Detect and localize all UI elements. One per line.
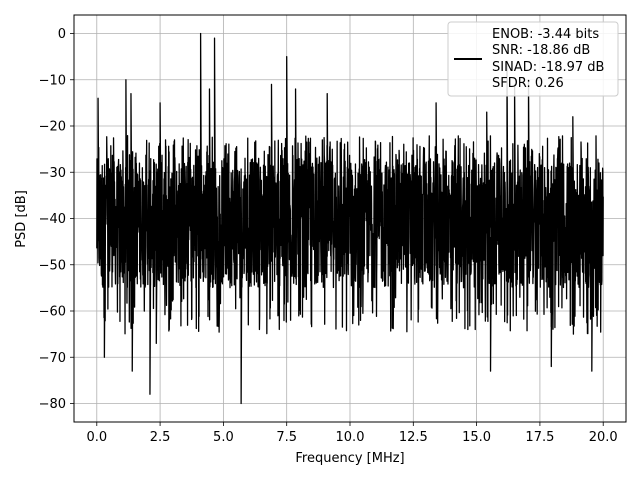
y-ticks: 0 −10 −20 −30 −40 −50 −60 −70 −80 <box>39 27 74 412</box>
y-tick-label: −50 <box>39 258 66 273</box>
x-tick-label: 5.0 <box>213 430 234 445</box>
y-tick-label: −30 <box>39 166 66 181</box>
legend-line-sfdr: SFDR: 0.26 <box>492 76 564 91</box>
legend-line-sinad: SINAD: -18.97 dB <box>492 60 604 75</box>
legend-box <box>447 21 619 97</box>
legend-line-enob: ENOB: -3.44 bits <box>492 27 599 42</box>
y-tick-label: 0 <box>58 27 66 42</box>
x-tick-label: 12.5 <box>399 430 428 445</box>
y-tick-label: −70 <box>39 351 66 366</box>
y-tick-label: −60 <box>39 305 66 320</box>
legend: ENOB: -3.44 bits SNR: -18.86 dB SINAD: -… <box>447 21 619 97</box>
x-ticks: 0.0 2.5 5.0 7.5 10.0 12.5 15.0 17.5 20.0 <box>86 422 618 445</box>
legend-line-snr: SNR: -18.86 dB <box>492 43 590 58</box>
x-tick-label: 17.5 <box>525 430 554 445</box>
y-tick-label: −20 <box>39 120 66 135</box>
x-tick-label: 0.0 <box>86 430 107 445</box>
y-axis-label: PSD [dB] <box>14 190 29 248</box>
x-tick-label: 10.0 <box>336 430 365 445</box>
x-tick-label: 7.5 <box>276 430 297 445</box>
y-tick-label: −40 <box>39 212 66 227</box>
x-axis-label: Frequency [MHz] <box>295 451 404 466</box>
x-tick-label: 20.0 <box>589 430 618 445</box>
y-tick-label: −80 <box>39 397 66 412</box>
x-tick-label: 15.0 <box>462 430 491 445</box>
x-tick-label: 2.5 <box>150 430 171 445</box>
y-tick-label: −10 <box>39 73 66 88</box>
